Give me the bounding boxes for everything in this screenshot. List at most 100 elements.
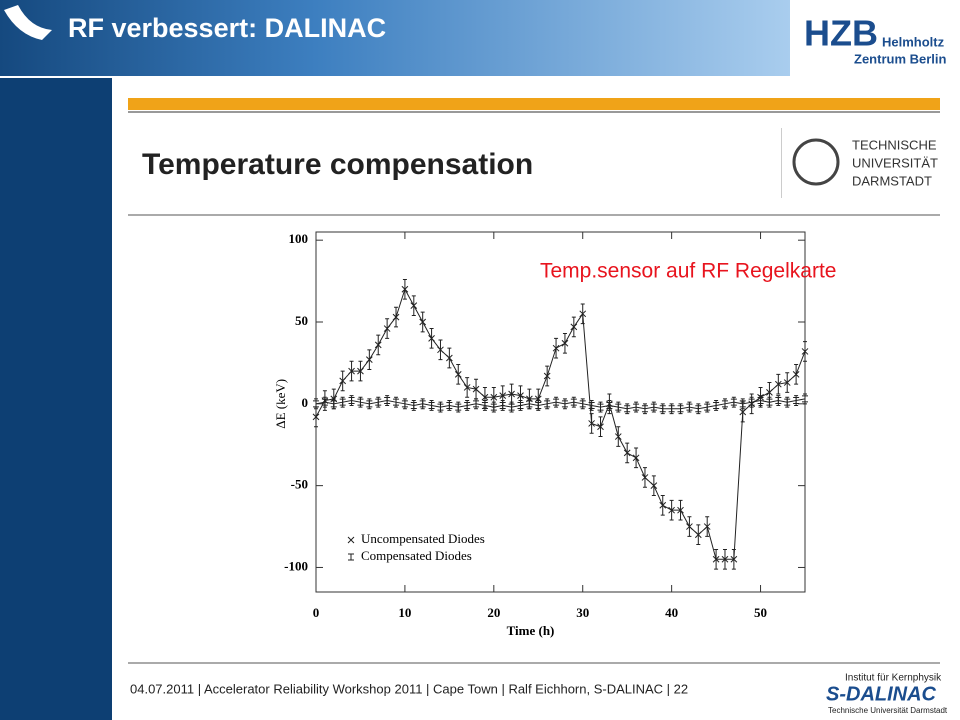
marker: [561, 339, 569, 347]
marker: [472, 385, 480, 393]
legend-label: Compensated Diodes: [361, 548, 472, 563]
marker: [437, 346, 444, 354]
marker: [783, 379, 791, 386]
marker: [579, 400, 586, 408]
marker: [579, 310, 587, 318]
marker: [659, 405, 666, 413]
side-strip: [0, 78, 112, 720]
logo-text: Zentrum Berlin: [854, 51, 947, 66]
marker: [384, 397, 391, 405]
marker: [721, 400, 728, 408]
marker: [508, 390, 515, 398]
tu-emblem: [792, 138, 840, 186]
marker: [606, 401, 613, 409]
marker: [686, 523, 693, 530]
marker: [393, 398, 400, 406]
x-tick-label: 30: [576, 605, 589, 620]
marker: [410, 401, 417, 409]
marker: [544, 400, 551, 408]
marker: [446, 354, 453, 362]
marker: [695, 405, 702, 413]
marker: [455, 403, 462, 411]
marker: [633, 403, 640, 411]
marker: [757, 397, 764, 405]
x-axis-label: Time (h): [507, 623, 555, 638]
marker: [739, 400, 746, 408]
marker: [375, 398, 382, 406]
tu-text: UNIVERSITÄT: [852, 155, 938, 170]
marker: [793, 397, 800, 405]
marker: [712, 555, 720, 563]
header-icon: [4, 5, 52, 40]
marker: [312, 413, 320, 421]
footer-logo: Institut für Kernphysik: [845, 673, 942, 684]
marker: [339, 398, 346, 406]
marker: [330, 400, 337, 408]
marker: [490, 393, 498, 401]
marker: [473, 400, 480, 408]
y-tick-label: -50: [291, 477, 308, 492]
marker: [802, 395, 808, 403]
footer-logo: Technische Universität Darmstadt: [828, 706, 948, 715]
marker: [748, 398, 755, 406]
marker: [357, 367, 364, 375]
marker: [641, 474, 649, 481]
marker: [535, 401, 542, 409]
legend-label: Uncompensated Diodes: [361, 531, 485, 546]
marker: [721, 555, 729, 563]
marker: [588, 420, 595, 427]
marker: [543, 372, 551, 380]
marker: [792, 371, 800, 378]
series-line: [315, 288, 806, 560]
marker: [784, 398, 791, 406]
marker: [713, 401, 720, 409]
marker: [348, 397, 355, 405]
marker: [650, 482, 658, 489]
marker: [481, 393, 489, 401]
marker: [766, 398, 773, 406]
marker: [437, 403, 444, 411]
marker: [419, 318, 427, 326]
chart: 0 10 20 30 40 50 -100 -50 0 50 100 Time (h) ΔE (keV)…: [273, 231, 809, 638]
marker: [570, 323, 578, 331]
marker: [401, 285, 409, 293]
marker: [775, 397, 782, 405]
marker: [526, 400, 533, 408]
marker: [704, 403, 711, 411]
marker: [730, 555, 738, 563]
marker: [401, 400, 408, 408]
y-tick-label: -100: [284, 558, 308, 573]
logo-hzb: HZB: [804, 13, 878, 54]
marker: [677, 506, 684, 514]
marker: [650, 403, 657, 411]
marker: [659, 501, 667, 509]
marker: [632, 454, 640, 462]
footer-logo: S-DALINAC: [826, 683, 937, 705]
marker: [517, 401, 524, 409]
marker: [552, 344, 560, 352]
marker: [623, 449, 631, 457]
x-tick-label: 0: [313, 605, 320, 620]
marker: [677, 405, 684, 413]
y-tick-label: 0: [302, 395, 309, 410]
marker: [570, 398, 577, 406]
marker: [766, 389, 773, 396]
marker: [615, 403, 622, 411]
marker: [321, 398, 328, 406]
header-title: RF verbessert: DALINAC: [68, 13, 386, 43]
marker: [446, 401, 453, 409]
marker: [428, 401, 435, 409]
marker: [801, 348, 809, 355]
marker: [428, 335, 435, 342]
marker: [517, 392, 524, 399]
marker: [464, 401, 471, 409]
x-tick-label: 20: [487, 605, 500, 620]
marker: [641, 405, 648, 413]
tu-text: DARMSTADT: [852, 173, 932, 188]
marker: [703, 523, 711, 530]
divider: [781, 128, 782, 198]
marker: [597, 403, 604, 411]
marker: [508, 403, 515, 411]
logo-text: Helmholtz: [882, 34, 945, 49]
